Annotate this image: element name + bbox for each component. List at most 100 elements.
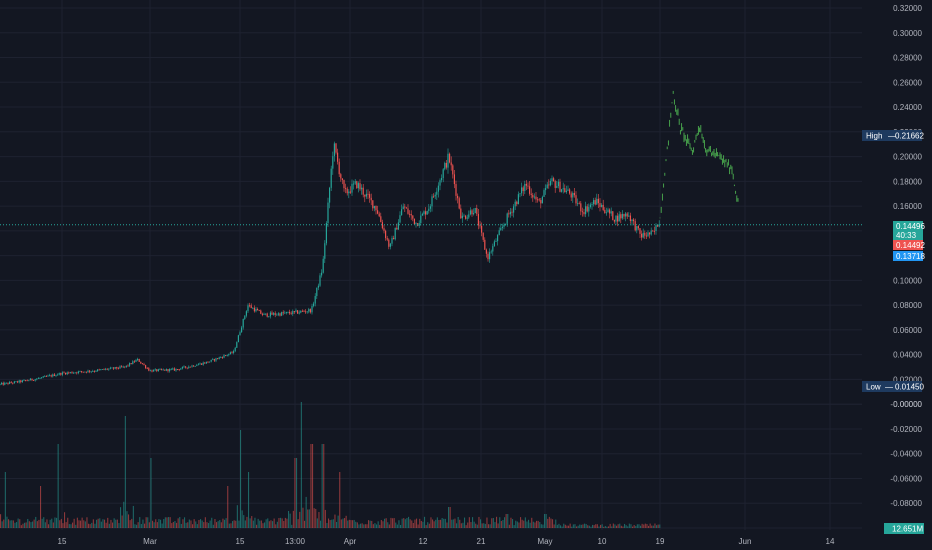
candle-body <box>93 371 95 372</box>
candle-body <box>453 174 455 185</box>
candle-body <box>391 238 393 244</box>
candle-body <box>196 365 198 367</box>
candle-body <box>359 183 361 190</box>
candle-body <box>44 376 46 377</box>
candle-body <box>469 210 471 215</box>
candle-body <box>457 195 459 199</box>
candle-body <box>297 310 299 314</box>
candle-body <box>492 246 494 252</box>
volume-bar <box>473 521 475 528</box>
candle-body <box>58 373 60 375</box>
candle-body <box>116 367 118 369</box>
candle-body <box>212 359 214 360</box>
candle-body <box>341 178 343 181</box>
volume-bar <box>412 523 414 528</box>
candle-body <box>495 241 497 242</box>
svg-text:12.651M: 12.651M <box>892 525 923 534</box>
volume-bar <box>297 519 299 528</box>
volume-bar <box>609 523 611 528</box>
volume-bar <box>600 524 602 528</box>
volume-bar <box>396 524 398 528</box>
candle-body <box>591 204 593 205</box>
volume-bar <box>398 520 400 528</box>
candle-body <box>477 213 479 226</box>
candle-body <box>189 366 191 368</box>
volume-bar <box>52 522 54 528</box>
volume-bar <box>416 518 418 528</box>
volume-bar <box>350 520 352 528</box>
candle-body <box>181 366 183 369</box>
volume-bar <box>9 520 11 528</box>
volume-bar <box>32 521 34 528</box>
candle-body <box>185 366 187 368</box>
candle-body <box>258 310 260 312</box>
volume-bar <box>104 519 106 528</box>
volume-bar <box>68 524 70 528</box>
candle-body <box>485 249 487 254</box>
candle-body <box>215 358 217 361</box>
candle-body <box>578 203 580 205</box>
volume-bar <box>360 523 362 528</box>
volume-bar <box>520 517 522 528</box>
volume-bar <box>280 517 282 528</box>
price-axis[interactable]: 0.320000.300000.280000.260000.240000.220… <box>862 0 932 550</box>
volume-bar <box>571 526 573 528</box>
volume-bar <box>86 517 88 528</box>
candle-body <box>157 369 159 372</box>
volume-bar <box>420 520 422 528</box>
volume-bar <box>83 520 85 528</box>
volume-bar <box>499 517 501 528</box>
candle-body <box>156 369 158 372</box>
volume-bar <box>507 514 509 528</box>
volume-bar <box>216 522 218 528</box>
candle-body <box>577 203 579 205</box>
candle-body <box>593 200 595 205</box>
candle-body <box>15 381 17 383</box>
volume-bar <box>411 520 413 528</box>
volume-bar <box>232 521 234 528</box>
volume-bar <box>99 518 101 528</box>
candle-body <box>364 194 366 197</box>
volume-bar <box>188 519 190 528</box>
volume-bar <box>132 505 134 528</box>
candle-body <box>153 369 155 372</box>
svg-text:High: High <box>866 132 882 141</box>
candle-body <box>109 367 111 369</box>
volume-bar <box>560 525 562 528</box>
volume-bar <box>134 524 136 528</box>
time-axis[interactable]: 15 Mar 15 13:00 Apr 12 21 May 10 19 Jun 14 <box>0 530 862 550</box>
price-tick-label: 0.04000 <box>893 351 922 360</box>
volume-bar <box>57 444 59 528</box>
candle-body <box>319 275 321 286</box>
volume-bar <box>329 520 331 528</box>
price-tick-label: 0.00000 <box>893 400 922 409</box>
candle-body <box>369 194 371 198</box>
volume-bar <box>259 520 261 528</box>
volume-bar <box>176 522 178 528</box>
candle-body <box>385 230 387 239</box>
candle-body <box>111 367 113 369</box>
candle-body <box>263 313 265 315</box>
candle-body <box>401 209 403 216</box>
volume-bar <box>54 517 56 528</box>
volume-bar <box>638 524 640 528</box>
volume-bar <box>299 511 301 528</box>
volume-bar <box>164 517 166 528</box>
volume-bar <box>601 524 603 528</box>
price-tick-label: -0.08000 <box>890 499 922 508</box>
volume-bar <box>425 525 427 528</box>
candle-body <box>135 359 137 362</box>
candle-body <box>191 365 193 367</box>
candle-body <box>149 370 151 372</box>
candle-body <box>655 225 657 231</box>
candle-body <box>641 233 643 238</box>
candle-body <box>21 380 23 383</box>
volume-bar <box>241 510 243 528</box>
volume-bar <box>312 444 314 528</box>
candle-body <box>367 193 369 195</box>
candle-body <box>335 143 337 153</box>
candle-body <box>69 372 71 373</box>
volume-bar <box>148 522 150 528</box>
candle-body <box>349 191 351 193</box>
